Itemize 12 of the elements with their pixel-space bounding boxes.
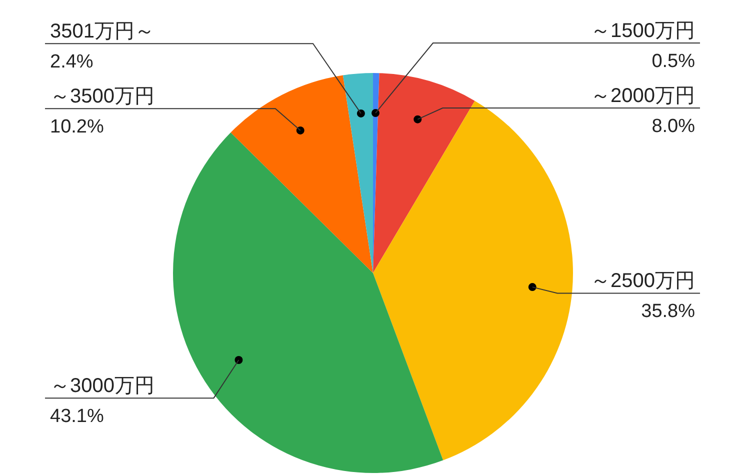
slice-label: ～2000万円 (590, 85, 695, 108)
slice-label: 3501万円～ (50, 20, 154, 43)
slice-label: ～3000万円 (50, 375, 154, 398)
data-label: 2.4% (50, 52, 94, 73)
slice-label: ～2500万円 (590, 270, 695, 292)
slice-label: ～1500万円 (590, 20, 695, 42)
data-label: 35.8% (641, 301, 696, 322)
data-label: 8.0% (652, 116, 696, 138)
data-label: 43.1% (50, 406, 104, 428)
slice-label: ～3500万円 (50, 86, 154, 108)
data-label: 10.2% (50, 116, 104, 138)
data-label: 0.5% (652, 51, 696, 72)
